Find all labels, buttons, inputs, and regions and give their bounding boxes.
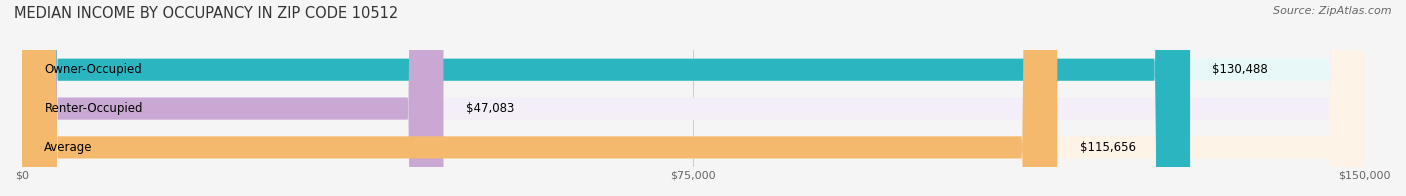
Text: $115,656: $115,656 (1080, 141, 1136, 154)
Text: Average: Average (45, 141, 93, 154)
Text: Renter-Occupied: Renter-Occupied (45, 102, 143, 115)
FancyBboxPatch shape (22, 0, 1057, 196)
Text: Owner-Occupied: Owner-Occupied (45, 63, 142, 76)
FancyBboxPatch shape (22, 0, 443, 196)
Text: $130,488: $130,488 (1212, 63, 1268, 76)
Text: Source: ZipAtlas.com: Source: ZipAtlas.com (1274, 6, 1392, 16)
Text: MEDIAN INCOME BY OCCUPANCY IN ZIP CODE 10512: MEDIAN INCOME BY OCCUPANCY IN ZIP CODE 1… (14, 6, 398, 21)
FancyBboxPatch shape (22, 0, 1365, 196)
FancyBboxPatch shape (22, 0, 1189, 196)
FancyBboxPatch shape (22, 0, 1365, 196)
Text: $47,083: $47,083 (465, 102, 515, 115)
FancyBboxPatch shape (22, 0, 1365, 196)
